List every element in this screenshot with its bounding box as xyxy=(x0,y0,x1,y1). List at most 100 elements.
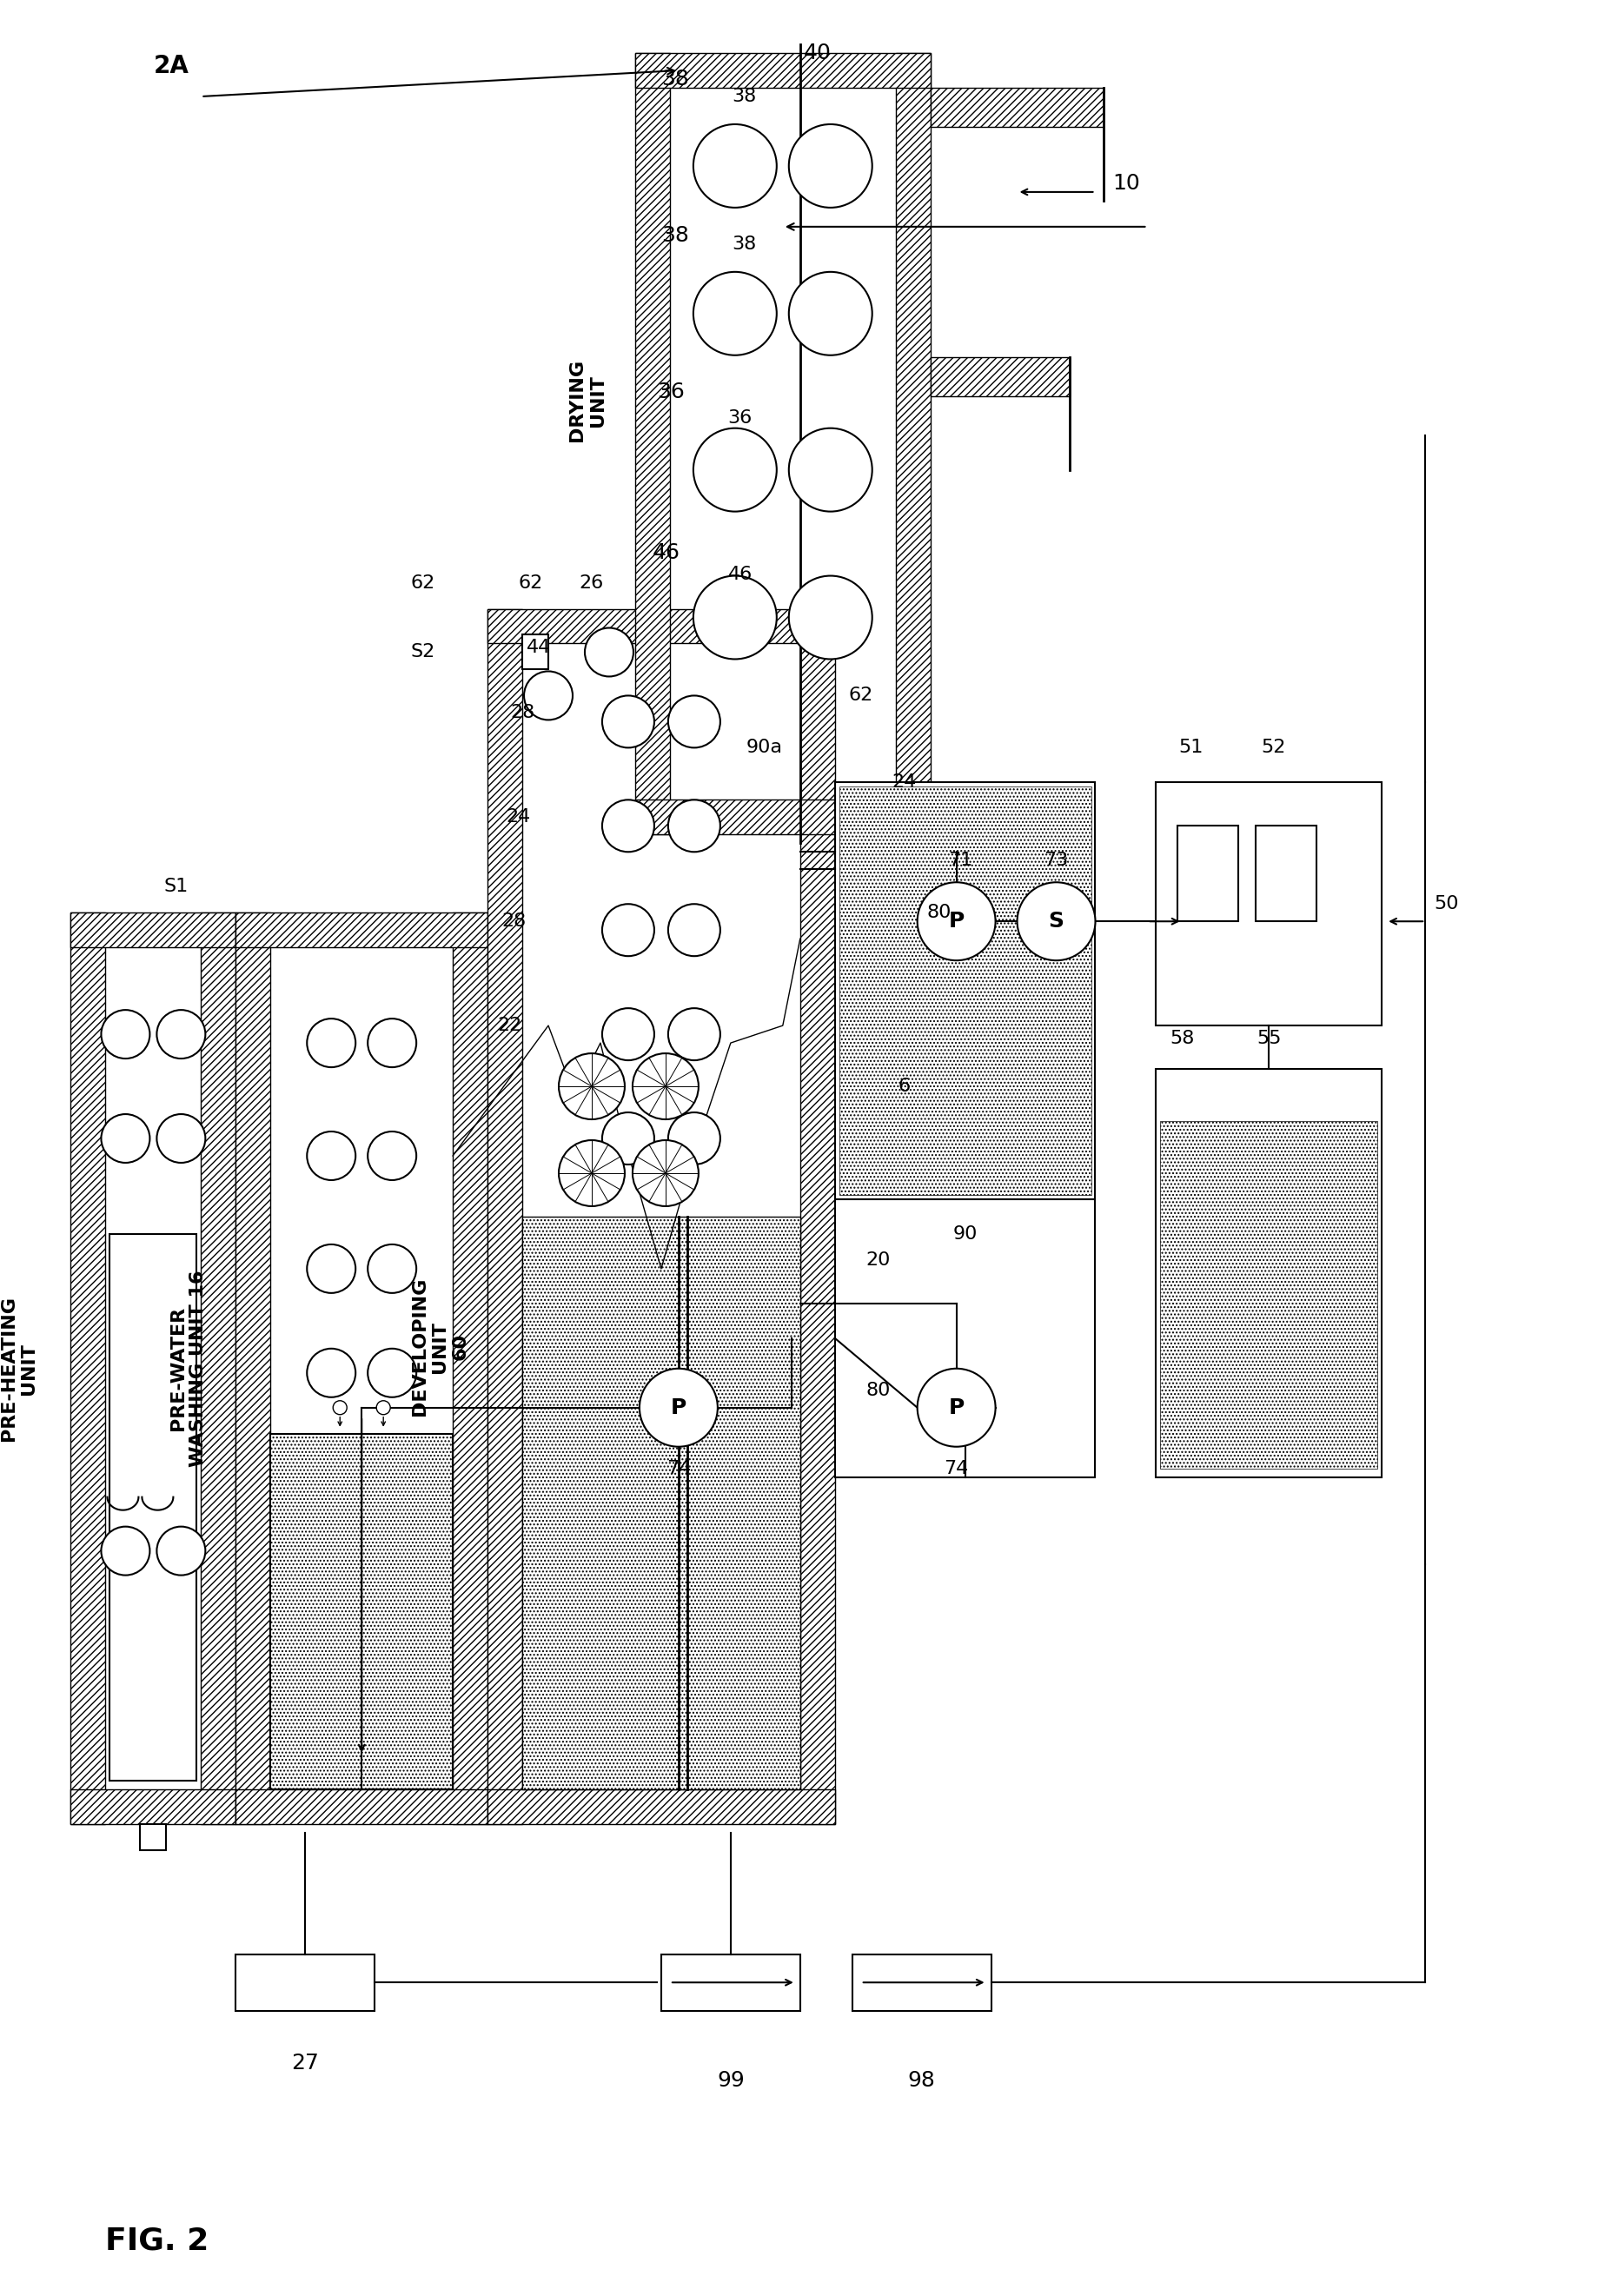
Bar xyxy=(636,53,670,833)
Text: 74: 74 xyxy=(667,1460,691,1476)
Text: 28: 28 xyxy=(502,914,526,930)
Text: FIG. 2: FIG. 2 xyxy=(105,2227,209,2257)
Circle shape xyxy=(558,1141,625,1205)
Bar xyxy=(853,1954,992,2011)
Circle shape xyxy=(917,1368,995,1446)
Text: 44: 44 xyxy=(526,638,552,657)
Circle shape xyxy=(102,1010,150,1058)
Circle shape xyxy=(639,1368,718,1446)
Circle shape xyxy=(157,1010,205,1058)
Bar xyxy=(1178,827,1239,921)
Circle shape xyxy=(102,1527,150,1575)
Circle shape xyxy=(307,1132,356,1180)
Circle shape xyxy=(524,670,573,721)
Text: S: S xyxy=(1048,912,1065,932)
Circle shape xyxy=(307,1348,356,1398)
Text: 6: 6 xyxy=(898,1077,911,1095)
Text: 46: 46 xyxy=(728,565,752,583)
Text: 99: 99 xyxy=(717,2071,744,2092)
Bar xyxy=(270,1433,453,1789)
Bar xyxy=(141,1825,167,1851)
Text: 10: 10 xyxy=(1113,172,1141,193)
Bar xyxy=(636,799,930,833)
Bar xyxy=(1160,1120,1377,1469)
Text: 52: 52 xyxy=(1260,739,1286,755)
Bar xyxy=(453,914,487,1825)
Circle shape xyxy=(694,576,777,659)
Text: 38: 38 xyxy=(662,69,689,90)
Text: 46: 46 xyxy=(652,542,680,563)
Text: P: P xyxy=(948,1398,964,1419)
Circle shape xyxy=(917,882,995,960)
Text: DEVELOPING
UNIT
60: DEVELOPING UNIT 60 xyxy=(411,1277,469,1417)
Circle shape xyxy=(558,1054,625,1120)
Circle shape xyxy=(367,1244,416,1293)
Circle shape xyxy=(333,1401,346,1414)
Text: 98: 98 xyxy=(908,2071,935,2092)
Text: 36: 36 xyxy=(657,381,684,402)
Text: 55: 55 xyxy=(1257,1031,1281,1047)
Text: DRYING
UNIT: DRYING UNIT xyxy=(568,358,607,441)
Bar xyxy=(523,1217,801,1789)
Circle shape xyxy=(157,1114,205,1162)
Circle shape xyxy=(157,1527,205,1575)
Text: 80: 80 xyxy=(866,1382,890,1398)
Circle shape xyxy=(602,1111,654,1164)
Circle shape xyxy=(102,1114,150,1162)
Bar xyxy=(236,1954,375,2011)
Circle shape xyxy=(790,124,872,207)
Text: S2: S2 xyxy=(411,643,435,661)
Bar xyxy=(71,1789,236,1825)
Circle shape xyxy=(668,696,720,748)
Text: 73: 73 xyxy=(1044,852,1068,870)
Circle shape xyxy=(790,576,872,659)
Text: 22: 22 xyxy=(497,1017,521,1033)
Text: 24: 24 xyxy=(892,774,916,792)
Text: 36: 36 xyxy=(728,409,752,427)
Text: 38: 38 xyxy=(733,87,757,106)
Text: 80: 80 xyxy=(927,905,951,921)
Circle shape xyxy=(633,1141,699,1205)
Bar xyxy=(1256,827,1317,921)
Circle shape xyxy=(633,1054,699,1120)
Circle shape xyxy=(694,427,777,512)
Text: 50: 50 xyxy=(1434,895,1459,914)
Text: 90a: 90a xyxy=(746,739,783,755)
Circle shape xyxy=(668,1111,720,1164)
Text: PRE-HEATING
UNIT: PRE-HEATING UNIT xyxy=(0,1295,37,1442)
Text: 2A: 2A xyxy=(154,53,189,78)
Text: P: P xyxy=(670,1398,686,1419)
Bar xyxy=(896,53,930,833)
Bar xyxy=(201,914,236,1825)
Text: 40: 40 xyxy=(804,44,832,64)
Text: 58: 58 xyxy=(1170,1031,1194,1047)
Circle shape xyxy=(367,1019,416,1068)
Bar xyxy=(835,1199,1095,1476)
Circle shape xyxy=(377,1401,390,1414)
Text: 62: 62 xyxy=(411,574,435,592)
Text: 62: 62 xyxy=(519,574,544,592)
Bar xyxy=(930,356,1069,395)
Bar xyxy=(801,608,835,1825)
Circle shape xyxy=(694,271,777,356)
Text: 38: 38 xyxy=(733,236,757,253)
Text: 28: 28 xyxy=(510,705,534,721)
Bar xyxy=(662,1954,801,2011)
Text: 62: 62 xyxy=(848,687,874,705)
Circle shape xyxy=(367,1132,416,1180)
Circle shape xyxy=(584,627,633,677)
Circle shape xyxy=(1018,882,1095,960)
Text: 51: 51 xyxy=(1178,739,1204,755)
Text: 38: 38 xyxy=(662,225,689,246)
Circle shape xyxy=(790,427,872,512)
Bar xyxy=(835,783,1095,1199)
Bar xyxy=(71,914,105,1825)
Bar xyxy=(236,914,270,1825)
Text: PRE-WATER
WASHING UNIT 16: PRE-WATER WASHING UNIT 16 xyxy=(170,1270,207,1467)
Circle shape xyxy=(307,1019,356,1068)
Circle shape xyxy=(307,1244,356,1293)
Text: 90: 90 xyxy=(953,1226,977,1242)
Circle shape xyxy=(602,905,654,955)
Text: S1: S1 xyxy=(163,877,188,895)
Bar xyxy=(523,634,549,670)
